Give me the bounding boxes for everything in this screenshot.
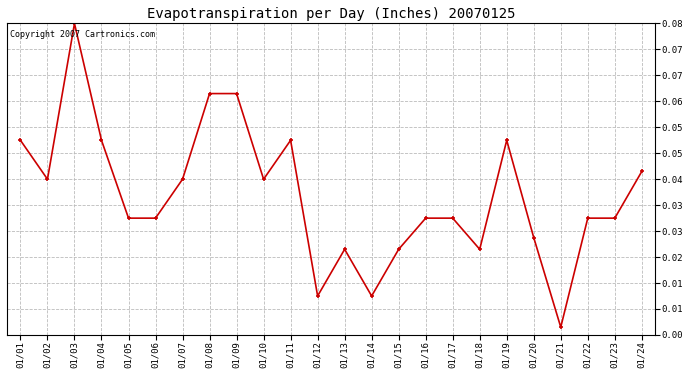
Text: Copyright 2007 Cartronics.com: Copyright 2007 Cartronics.com <box>10 30 155 39</box>
Title: Evapotranspiration per Day (Inches) 20070125: Evapotranspiration per Day (Inches) 2007… <box>147 7 515 21</box>
